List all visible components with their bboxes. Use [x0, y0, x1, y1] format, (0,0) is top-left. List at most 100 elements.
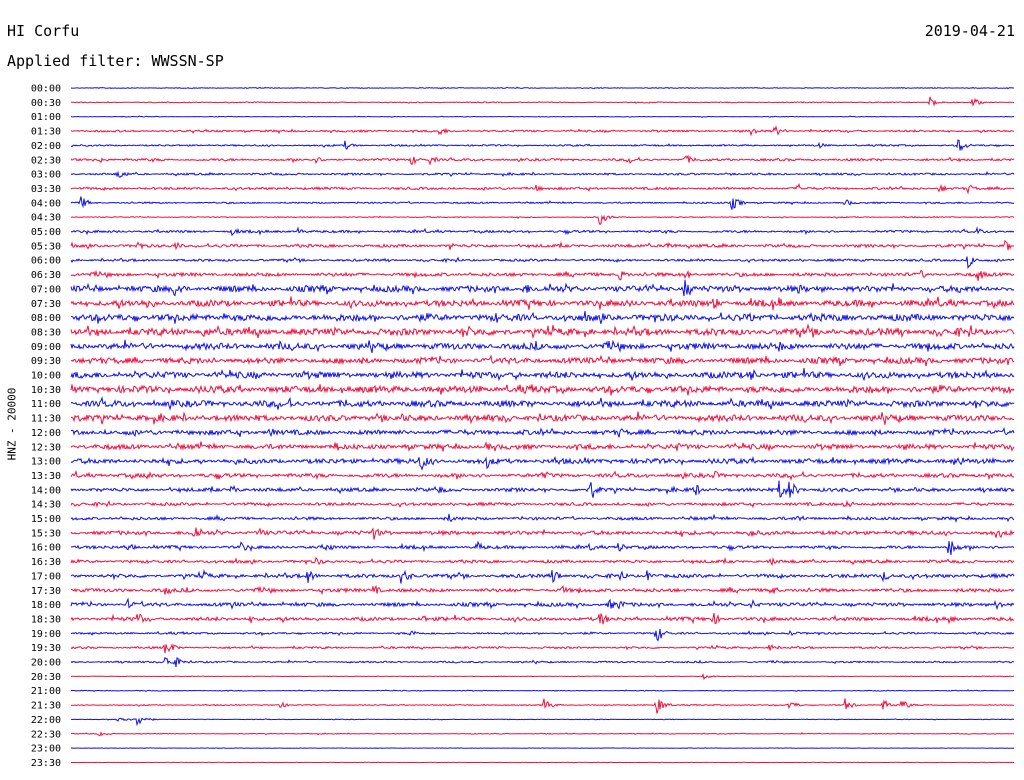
row-time-label: 09:00 — [31, 342, 61, 353]
row-time-label: 07:00 — [31, 284, 61, 295]
trace-row — [70, 139, 1015, 152]
trace-row — [70, 513, 1015, 523]
row-time-label: 05:00 — [31, 227, 61, 238]
row-time-label: 15:30 — [31, 528, 61, 539]
row-time-label: 00:00 — [31, 84, 61, 95]
trace-row — [70, 368, 1015, 382]
filter-label: Applied filter: WWSSN-SP — [7, 52, 224, 70]
trace-row — [70, 411, 1015, 425]
row-time-label: 14:00 — [31, 485, 61, 496]
row-time-label: 12:30 — [31, 442, 61, 453]
row-time-label: 08:30 — [31, 327, 61, 338]
trace-row — [70, 469, 1015, 481]
trace-row — [70, 673, 1015, 681]
trace-row — [70, 183, 1015, 195]
trace-row — [70, 323, 1015, 340]
trace-row — [70, 584, 1015, 596]
row-time-label: 18:30 — [31, 614, 61, 625]
trace-row — [70, 455, 1015, 471]
trace-row — [70, 527, 1015, 540]
trace-row — [70, 196, 1015, 210]
trace-row — [70, 628, 1015, 642]
row-time-label: 16:00 — [31, 543, 61, 554]
row-time-label: 03:30 — [31, 184, 61, 195]
trace-row — [70, 556, 1015, 567]
trace-row — [70, 480, 1015, 498]
row-time-label: 15:00 — [31, 514, 61, 525]
row-time-label: 10:00 — [31, 371, 61, 382]
row-time-label: 02:00 — [31, 141, 61, 152]
trace-row — [70, 239, 1015, 251]
row-time-label: 04:00 — [31, 198, 61, 209]
row-time-label: 06:30 — [31, 270, 61, 281]
trace-row — [70, 656, 1015, 668]
row-time-label: 11:30 — [31, 414, 61, 425]
trace-row — [70, 214, 1015, 226]
trace-row — [70, 643, 1015, 654]
trace-row — [70, 384, 1015, 396]
row-time-label: 13:00 — [31, 457, 61, 468]
trace-row — [70, 689, 1015, 693]
row-time-label: 11:00 — [31, 399, 61, 410]
trace-row — [70, 354, 1015, 367]
row-time-label: 22:30 — [31, 729, 61, 740]
row-time-label: 10:30 — [31, 385, 61, 396]
row-time-label: 14:30 — [31, 500, 61, 511]
trace-row — [70, 96, 1015, 107]
row-time-label: 07:30 — [31, 299, 61, 310]
trace-row — [70, 339, 1015, 354]
trace-row — [70, 170, 1015, 178]
row-time-label: 01:30 — [31, 127, 61, 138]
trace-row — [70, 226, 1015, 237]
row-time-label: 13:30 — [31, 471, 61, 482]
row-time-label: 18:00 — [31, 600, 61, 611]
trace-row — [70, 540, 1015, 556]
row-time-label: 06:00 — [31, 256, 61, 267]
trace-row — [70, 426, 1015, 438]
row-time-label: 21:30 — [31, 701, 61, 712]
row-time-label: 05:30 — [31, 241, 61, 252]
station-title: HI Corfu — [7, 22, 80, 40]
row-time-label: 21:00 — [31, 686, 61, 697]
row-time-label: 08:00 — [31, 313, 61, 324]
trace-row — [70, 86, 1014, 90]
row-time-label: 20:30 — [31, 672, 61, 683]
row-time-label: 01:00 — [31, 112, 61, 123]
row-time-label: 03:00 — [31, 170, 61, 181]
row-time-label: 12:00 — [31, 428, 61, 439]
row-time-label: 20:00 — [31, 658, 61, 669]
row-time-label: 04:30 — [31, 213, 61, 224]
row-time-label: 02:30 — [31, 155, 61, 166]
row-time-label: 23:00 — [31, 744, 61, 755]
row-time-label: 00:30 — [31, 98, 61, 109]
trace-row — [71, 761, 1014, 764]
trace-row — [70, 730, 1015, 737]
trace-row — [70, 395, 1015, 411]
trace-row — [70, 256, 1015, 270]
row-time-label: 16:30 — [31, 557, 61, 568]
trace-row — [70, 269, 1015, 281]
row-time-label: 23:30 — [31, 758, 61, 769]
trace-row — [70, 115, 1015, 118]
row-time-label: 22:00 — [31, 715, 61, 726]
trace-row — [71, 717, 1015, 727]
date-label: 2019-04-21 — [924, 22, 1015, 40]
row-time-label: 09:30 — [31, 356, 61, 367]
trace-row — [70, 747, 1015, 749]
row-time-label: 19:30 — [31, 643, 61, 654]
row-time-label: 19:00 — [31, 629, 61, 640]
trace-row — [70, 296, 1015, 311]
trace-row — [70, 698, 1015, 714]
row-time-label: 17:00 — [31, 571, 61, 582]
trace-row — [70, 499, 1015, 509]
trace-row — [70, 279, 1015, 297]
trace-row — [70, 154, 1015, 166]
trace-row — [70, 310, 1015, 324]
trace-row — [70, 597, 1015, 611]
trace-row — [70, 441, 1015, 452]
trace-row — [70, 125, 1015, 137]
row-time-label: 17:30 — [31, 586, 61, 597]
trace-row — [70, 612, 1015, 625]
trace-row — [70, 569, 1015, 584]
